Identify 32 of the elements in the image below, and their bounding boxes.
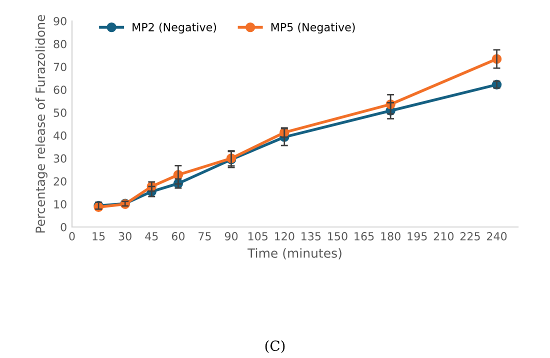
y-tick-label: 80 xyxy=(54,40,66,48)
x-tick-label: 0 xyxy=(69,232,75,240)
y-tick-label: 50 xyxy=(54,108,66,117)
x-tick-label: 60 xyxy=(172,232,185,240)
y-tick-label: 90 xyxy=(54,16,66,26)
x-tick-label: 45 xyxy=(145,232,158,240)
legend-label: MP2 (Negative) xyxy=(132,22,216,34)
text: (C) xyxy=(265,340,285,354)
x-tick-label: 225 xyxy=(460,232,480,240)
y-tick-label: 40 xyxy=(54,131,66,140)
y-tick-label: 20 xyxy=(54,177,66,186)
x-tick-label: 90 xyxy=(224,232,238,240)
y-axis-title: Percentage release of Furazolidone xyxy=(35,14,48,232)
x-tick-label: 150 xyxy=(328,232,348,240)
y-tick-label: 30 xyxy=(54,154,66,163)
y-tick-label: 0 xyxy=(60,222,66,232)
y-tick-label: 10 xyxy=(54,200,66,208)
x-tick-label: 15 xyxy=(92,232,105,240)
x-tick-label: 240 xyxy=(486,232,507,240)
x-tick-label: 135 xyxy=(302,232,321,240)
x-tick-label: 30 xyxy=(118,232,132,240)
x-tick-label: 105 xyxy=(248,232,268,240)
y-tick-label: 60 xyxy=(54,86,66,94)
legend-label: MP5 (Negative) xyxy=(271,22,355,34)
x-tick-label: 180 xyxy=(381,232,400,240)
x-tick-label: 75 xyxy=(198,232,211,240)
x-tick-label: 210 xyxy=(434,232,454,240)
x-tick-label: 195 xyxy=(408,232,427,240)
x-tick-label: 165 xyxy=(354,232,374,240)
y-tick-label: 70 xyxy=(54,62,66,72)
x-tick-label: 120 xyxy=(274,232,294,240)
x-axis-title: Time (minutes) xyxy=(248,248,342,260)
